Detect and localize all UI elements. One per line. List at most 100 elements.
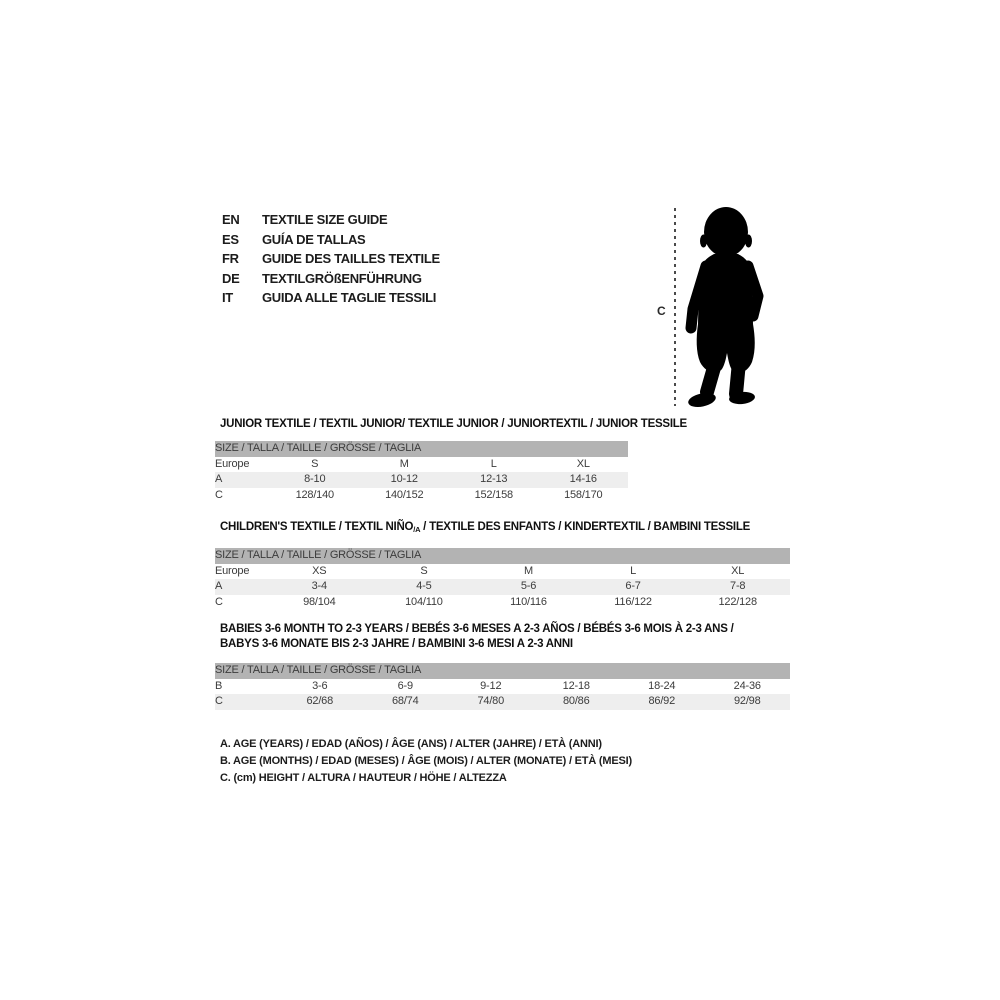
cell-value: 12-18 [562,679,590,692]
language-label: GUIDA ALLE TAGLIE TESSILI [262,290,437,305]
section-babies-textile: BABIES 3-6 MONTH TO 2-3 YEARS / BEBÉS 3-… [215,622,790,710]
cell-value: 3-4 [311,580,328,592]
row-label: Europe [215,457,250,470]
section-title: JUNIOR TEXTILE / TEXTIL JUNIOR/ TEXTILE … [220,417,687,432]
cell-value: 104/110 [405,595,443,608]
cell-value: 110/116 [510,595,547,608]
cell-value: S [420,564,428,577]
cell-value: 14-16 [569,473,597,485]
language-label: TEXTILGRÖßENFÜHRUNG [262,270,422,286]
cell-value: L [630,564,637,577]
legend-line: B. AGE (MONTHS) / EDAD (MESES) / ÂGE (MO… [220,755,632,767]
size-table: SIZE / TALLA / TAILLE / GRÖSSE / TAGLIA B… [215,663,790,710]
section-title-text: CHILDREN'S TEXTILE / TEXTIL NIÑO [220,521,414,533]
size-header-bar: SIZE / TALLA / TAILLE / GRÖSSE / TAGLIA [215,663,790,679]
section-title-text: BABYS 3-6 MONATE BIS 2-3 JAHRE / BAMBINI… [220,638,573,650]
height-measure-label: C [657,304,666,318]
cell-value: 62/68 [306,695,334,707]
language-row: FR GUIDE DES TAILLES TEXTILE [222,249,440,269]
section-title-line: CHILDREN'S TEXTILE / TEXTIL NIÑO/A / TEX… [220,520,790,537]
cell-value: 5-6 [520,580,537,592]
cell-value: 6-9 [397,679,414,692]
cell-value: 8-10 [304,473,326,485]
row-label: C [215,595,223,608]
cell-value: 4-5 [416,580,432,592]
language-code: DE [222,270,240,286]
language-row: DE TEXTILGRÖßENFÜHRUNG [222,269,440,289]
row-label: Europe [215,564,250,577]
cell-value: 92/98 [733,695,761,707]
table-row: B 3-6 6-9 9-12 12-18 18-24 24-36 [215,679,790,695]
language-label: GUIDE DES TAILLES TEXTILE [262,251,440,266]
cell-value: S [311,457,319,470]
cell-value: L [490,457,497,470]
cell-value: 6-7 [625,580,641,592]
legend: A. AGE (YEARS) / EDAD (AÑOS) / ÂGE (ANS)… [220,736,632,787]
cell-value: XL [576,457,590,470]
table-row: C 128/140 140/152 152/158 158/170 [215,488,628,504]
cell-value: 152/158 [474,488,514,501]
size-header-row: SIZE / TALLA / TAILLE / GRÖSSE / TAGLIA [215,663,790,679]
section-title-line: JUNIOR TEXTILE / TEXTIL JUNIOR/ TEXTILE … [220,417,687,432]
cell-value: 9-12 [480,679,502,692]
cell-value: 10-12 [390,473,418,485]
table-row: Europe XS S M L XL [215,564,790,580]
legend-line: A. AGE (YEARS) / EDAD (AÑOS) / ÂGE (ANS)… [220,738,602,750]
section-childrens-textile: CHILDREN'S TEXTILE / TEXTIL NIÑO/A / TEX… [215,520,790,610]
cell-value: 68/74 [391,695,419,707]
section-title-line: BABIES 3-6 MONTH TO 2-3 YEARS / BEBÉS 3-… [220,622,790,637]
size-table: SIZE / TALLA / TAILLE / GRÖSSE / TAGLIA E… [215,441,628,503]
cell-value: 12-13 [480,473,508,485]
cell-value: 7-8 [730,580,746,592]
cell-value: 122/128 [718,595,758,608]
size-header-row: SIZE / TALLA / TAILLE / GRÖSSE / TAGLIA [215,441,628,457]
table-row: C 98/104 104/110 110/116 116/122 122/128 [215,595,790,611]
row-label: B [215,679,223,692]
language-guide: EN TEXTILE SIZE GUIDE ES GUÍA DE TALLAS FR GU… [222,210,440,308]
table-row: A 3-4 4-5 5-6 6-7 7-8 [215,579,790,595]
cell-value: 3-6 [312,679,328,692]
section-title: BABIES 3-6 MONTH TO 2-3 YEARS / BEBÉS 3-… [220,622,790,652]
size-header-row: SIZE / TALLA / TAILLE / GRÖSSE / TAGLIA [215,548,790,564]
cell-value: 98/104 [303,595,336,608]
size-header-bar: SIZE / TALLA / TAILLE / GRÖSSE / TAGLIA [215,548,790,564]
baby-figure: C [655,204,777,412]
language-code: ES [222,231,239,247]
row-label: A [215,473,223,485]
language-code: EN [222,212,240,227]
baby-silhouette-icon [685,207,764,407]
cell-value: 158/170 [564,488,603,501]
row-label: A [215,580,223,592]
cell-value: 116/122 [614,595,652,608]
cell-value: M [524,564,533,577]
cell-value: M [399,457,409,470]
language-code: FR [222,251,239,266]
cell-value: 74/80 [477,695,505,707]
row-label: C [215,488,223,501]
legend-line: C. (cm) HEIGHT / ALTURA / HAUTEUR / HÖHE… [220,772,507,784]
cell-value: 18-24 [648,679,676,692]
cell-value: 80/86 [562,695,590,707]
cell-value: 86/92 [648,695,676,707]
language-row: ES GUÍA DE TALLAS [222,230,440,250]
language-row: EN TEXTILE SIZE GUIDE [222,210,440,230]
size-table: SIZE / TALLA / TAILLE / GRÖSSE / TAGLIA E… [215,548,790,610]
section-title-text: BABIES 3-6 MONTH TO 2-3 YEARS / BEBÉS 3-… [220,623,734,635]
table-row: Europe S M L XL [215,457,628,473]
cell-value: 140/152 [385,488,424,501]
section-junior-textile: JUNIOR TEXTILE / TEXTIL JUNIOR/ TEXTILE … [215,417,687,503]
language-label: TEXTILE SIZE GUIDE [262,212,388,227]
language-label: GUÍA DE TALLAS [262,231,366,247]
cell-value: XS [312,564,327,577]
size-header-bar: SIZE / TALLA / TAILLE / GRÖSSE / TAGLIA [215,441,628,457]
table-row: A 8-10 10-12 12-13 14-16 [215,472,628,488]
cell-value: 128/140 [295,488,335,501]
table-row: C 62/68 68/74 74/80 80/86 86/92 92/98 [215,694,790,710]
cell-value: 24-36 [733,679,761,692]
language-row: IT GUIDA ALLE TAGLIE TESSILI [222,288,440,308]
section-title-line: BABYS 3-6 MONATE BIS 2-3 JAHRE / BAMBINI… [220,637,790,652]
row-label: C [215,695,223,707]
height-measure-dashed-line [674,208,676,406]
language-code: IT [222,290,233,305]
